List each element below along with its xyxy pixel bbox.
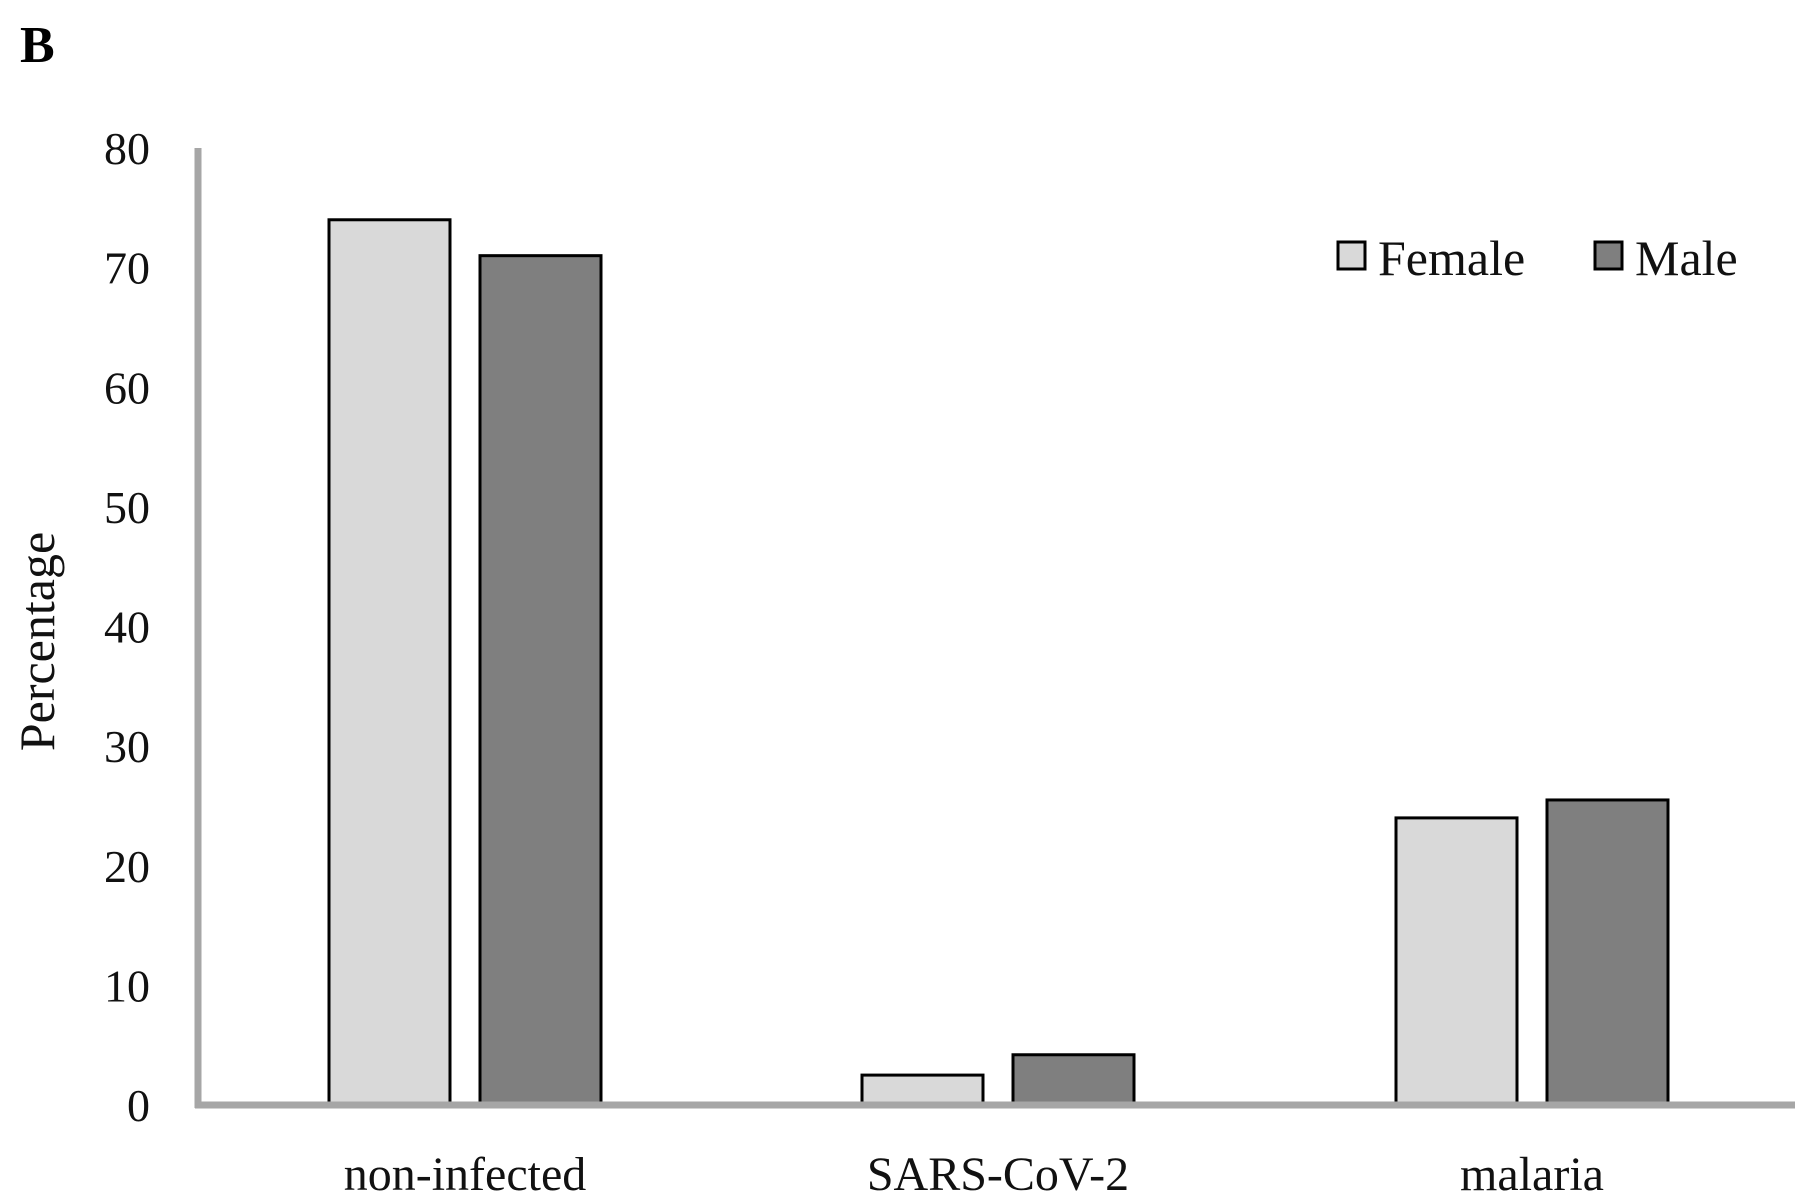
bar-male-2 — [1545, 798, 1670, 1107]
y-tick-label: 0 — [127, 1080, 150, 1131]
y-tick-label: 40 — [104, 602, 150, 653]
bar-female-2 — [1394, 816, 1519, 1107]
y-tick-label: 80 — [104, 123, 150, 174]
legend-swatch-female — [1336, 240, 1367, 271]
bar-female-1 — [860, 1073, 985, 1107]
panel-label: B — [20, 17, 55, 74]
y-tick-label: 60 — [104, 362, 150, 413]
x-category-label: SARS-CoV-2 — [867, 1148, 1129, 1201]
legend: Female Male — [1336, 230, 1738, 286]
y-tick-label: 50 — [104, 482, 150, 533]
bar-male-1 — [1011, 1053, 1136, 1107]
x-category-label: malaria — [1460, 1148, 1604, 1201]
y-tick-label: 20 — [104, 841, 150, 892]
y-tick-label: 30 — [104, 721, 150, 772]
x-axis-labels: non-infected SARS-CoV-2 malaria — [344, 1148, 1604, 1201]
y-tick-label: 70 — [104, 243, 150, 294]
x-category-label: non-infected — [344, 1148, 587, 1201]
bar-male-0 — [478, 254, 603, 1107]
legend-label-male: Male — [1635, 230, 1738, 286]
bar-female-0 — [327, 218, 452, 1107]
bars — [327, 218, 1670, 1107]
y-axis-ticks: 0 10 20 30 40 50 60 70 80 — [104, 123, 150, 1131]
legend-label-female: Female — [1378, 230, 1525, 286]
y-tick-label: 10 — [104, 960, 150, 1011]
y-axis-title: Percentage — [9, 532, 65, 751]
legend-swatch-male — [1593, 240, 1624, 271]
